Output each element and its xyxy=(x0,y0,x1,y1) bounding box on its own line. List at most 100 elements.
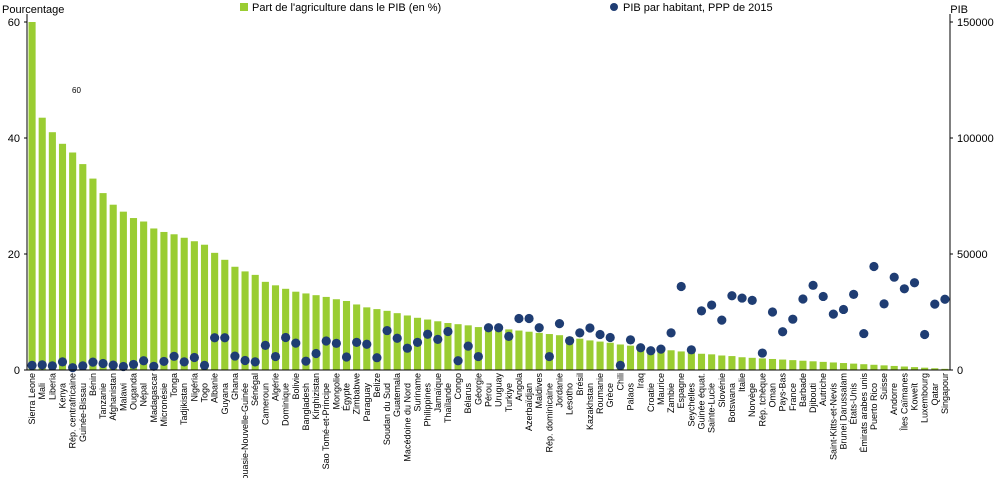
bar xyxy=(779,359,787,370)
dot xyxy=(615,360,625,370)
bar xyxy=(586,340,594,370)
category-label: Seychelles xyxy=(686,383,696,427)
bar-overflow-annotation: 60 xyxy=(72,86,81,95)
category-label: Brunei Darussalam xyxy=(839,373,849,450)
category-label: Guatemala xyxy=(392,373,402,417)
bar xyxy=(160,231,168,370)
category-label: Pays-Bas xyxy=(778,373,788,412)
legend-dot-swatch xyxy=(610,3,618,11)
category-label: Barbade xyxy=(798,373,808,407)
right-tick-label: 50000 xyxy=(957,249,988,261)
dot xyxy=(362,339,372,349)
bar xyxy=(495,328,503,370)
category-label: Rép. dominicaine xyxy=(544,383,554,453)
category-label: Mali xyxy=(37,383,47,400)
bar xyxy=(373,309,381,370)
category-label: Grèce xyxy=(605,383,615,408)
dot xyxy=(879,299,889,309)
dot xyxy=(575,328,585,338)
right-tick-label: 0 xyxy=(957,365,963,377)
bar xyxy=(312,295,320,370)
category-label: Guyana xyxy=(220,383,230,415)
category-label: Jordanie xyxy=(555,373,565,408)
bar xyxy=(708,354,716,370)
legend-bar-label: Part de l'agriculture dans le PIB (en %) xyxy=(252,2,441,14)
right-tick-label: 100000 xyxy=(957,133,994,145)
category-label: Géorgie xyxy=(473,373,483,405)
dot xyxy=(331,338,341,348)
category-label: Palaos xyxy=(626,383,636,411)
category-label: Autriche xyxy=(818,373,828,406)
category-label: Bangladesh xyxy=(301,383,311,431)
dot xyxy=(869,261,879,272)
bar xyxy=(302,293,310,370)
left-tick-label: 0 xyxy=(14,365,20,377)
bar xyxy=(606,342,614,370)
category-label: Tonga xyxy=(169,373,179,398)
category-label: Guinée équat. xyxy=(697,373,707,430)
dot xyxy=(149,361,159,371)
dot xyxy=(899,284,909,294)
dot xyxy=(341,352,352,362)
bar xyxy=(221,259,229,370)
dot xyxy=(585,323,595,333)
bar xyxy=(99,193,107,370)
bar xyxy=(515,330,523,370)
category-label: Tanzanie xyxy=(98,383,108,419)
bar xyxy=(363,307,371,370)
dot xyxy=(818,291,828,302)
category-label: Lesotho xyxy=(565,383,575,415)
dot xyxy=(321,336,331,346)
bar xyxy=(282,288,290,370)
bar xyxy=(616,344,624,370)
dot xyxy=(301,356,311,366)
dot xyxy=(656,344,666,354)
category-label: Belize xyxy=(372,373,382,398)
category-label: Turkiye xyxy=(504,383,514,412)
bar xyxy=(657,349,665,370)
category-label: Algérie xyxy=(271,373,281,401)
category-label: Oman xyxy=(768,383,778,408)
dot xyxy=(453,356,463,366)
bar xyxy=(850,363,858,370)
bar xyxy=(870,364,878,370)
bar xyxy=(677,351,685,370)
category-label: Nigéria xyxy=(189,373,199,402)
category-label: Maurice xyxy=(656,373,666,405)
dot-series xyxy=(27,261,950,373)
category-label: Croatie xyxy=(646,383,656,412)
bar xyxy=(789,360,797,370)
dot xyxy=(920,329,930,340)
dot xyxy=(240,355,250,366)
bar xyxy=(626,345,635,370)
category-label: Malawi xyxy=(118,383,128,411)
dot xyxy=(757,348,767,358)
bar xyxy=(880,365,888,370)
category-label: Bolivie xyxy=(291,373,301,400)
bar xyxy=(444,323,452,370)
category-label: Bénin xyxy=(88,373,98,396)
dot xyxy=(260,340,270,351)
category-label: Puerto Rico xyxy=(869,383,879,430)
bar xyxy=(555,335,564,370)
category-label: Congo xyxy=(453,373,463,400)
dot xyxy=(412,337,423,347)
bar xyxy=(637,346,645,370)
bar xyxy=(535,332,543,370)
category-label: Maldives xyxy=(534,373,544,409)
dot xyxy=(311,348,321,359)
dot xyxy=(838,304,849,315)
bar xyxy=(454,324,462,370)
bar xyxy=(271,285,280,370)
dot xyxy=(808,280,818,290)
dot xyxy=(676,281,686,292)
dot xyxy=(402,343,412,353)
dot xyxy=(189,352,199,363)
dot xyxy=(666,328,676,338)
category-label: Djibouti xyxy=(808,383,818,413)
dot xyxy=(352,337,362,347)
dot xyxy=(68,363,78,373)
bar xyxy=(140,221,148,370)
dot xyxy=(57,357,68,367)
dot xyxy=(686,345,696,355)
